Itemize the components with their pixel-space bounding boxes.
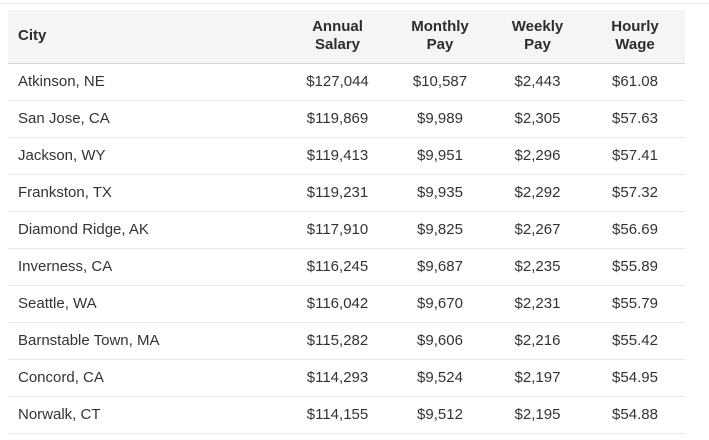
header-row: City Annual Salary Monthly Pay Weekly Pa… <box>8 10 685 64</box>
city-cell: Seattle, WA <box>8 285 285 323</box>
monthly-pay-cell: $9,512 <box>390 396 490 434</box>
hourly-wage-cell: $54.88 <box>585 396 685 434</box>
table-row: Jackson, WY $119,413 $9,951 $2,296 $57.4… <box>8 137 685 175</box>
weekly-pay-cell: $2,443 <box>490 63 585 101</box>
table-row: Seattle, WA $116,042 $9,670 $2,231 $55.7… <box>8 285 685 323</box>
column-header-hourly-wage-label: Hourly Wage <box>611 17 659 54</box>
annual-salary-cell: $119,869 <box>285 100 390 138</box>
monthly-pay-cell: $9,687 <box>390 248 490 286</box>
hourly-wage-cell: $54.95 <box>585 359 685 397</box>
weekly-pay-cell: $2,197 <box>490 359 585 397</box>
city-cell: Jackson, WY <box>8 137 285 175</box>
column-header-monthly-pay-label: Monthly Pay <box>411 17 469 54</box>
table-row: Concord, CA $114,293 $9,524 $2,197 $54.9… <box>8 359 685 397</box>
annual-salary-cell: $119,413 <box>285 137 390 175</box>
table-row: Diamond Ridge, AK $117,910 $9,825 $2,267… <box>8 211 685 249</box>
hourly-wage-cell: $57.32 <box>585 174 685 212</box>
city-cell: Atkinson, NE <box>8 63 285 101</box>
weekly-pay-cell: $2,231 <box>490 285 585 323</box>
table-header: City Annual Salary Monthly Pay Weekly Pa… <box>8 10 685 64</box>
hourly-wage-cell: $57.63 <box>585 100 685 138</box>
column-header-weekly-pay: Weekly Pay <box>490 10 585 64</box>
monthly-pay-cell: $9,935 <box>390 174 490 212</box>
city-salary-table: City Annual Salary Monthly Pay Weekly Pa… <box>8 10 685 434</box>
table-row: Norwalk, CT $114,155 $9,512 $2,195 $54.8… <box>8 396 685 434</box>
monthly-pay-cell: $10,587 <box>390 63 490 101</box>
city-cell: Norwalk, CT <box>8 396 285 434</box>
annual-salary-cell: $119,231 <box>285 174 390 212</box>
page-top-divider <box>0 3 709 4</box>
monthly-pay-cell: $9,989 <box>390 100 490 138</box>
salary-table-container: City Annual Salary Monthly Pay Weekly Pa… <box>8 10 685 434</box>
hourly-wage-cell: $61.08 <box>585 63 685 101</box>
hourly-wage-cell: $57.41 <box>585 137 685 175</box>
column-header-annual-salary-label: Annual Salary <box>312 17 363 54</box>
monthly-pay-cell: $9,670 <box>390 285 490 323</box>
city-cell: Inverness, CA <box>8 248 285 286</box>
weekly-pay-cell: $2,195 <box>490 396 585 434</box>
column-header-monthly-pay: Monthly Pay <box>390 10 490 64</box>
hourly-wage-cell: $56.69 <box>585 211 685 249</box>
table-body: Atkinson, NE $127,044 $10,587 $2,443 $61… <box>8 63 685 434</box>
table-row: Frankston, TX $119,231 $9,935 $2,292 $57… <box>8 174 685 212</box>
annual-salary-cell: $114,155 <box>285 396 390 434</box>
weekly-pay-cell: $2,305 <box>490 100 585 138</box>
city-cell: Concord, CA <box>8 359 285 397</box>
table-row: San Jose, CA $119,869 $9,989 $2,305 $57.… <box>8 100 685 138</box>
hourly-wage-cell: $55.42 <box>585 322 685 360</box>
weekly-pay-cell: $2,235 <box>490 248 585 286</box>
weekly-pay-cell: $2,216 <box>490 322 585 360</box>
city-cell: San Jose, CA <box>8 100 285 138</box>
table-row: Inverness, CA $116,245 $9,687 $2,235 $55… <box>8 248 685 286</box>
column-header-annual-salary: Annual Salary <box>285 10 390 64</box>
weekly-pay-cell: $2,296 <box>490 137 585 175</box>
city-cell: Barnstable Town, MA <box>8 322 285 360</box>
table-row: Barnstable Town, MA $115,282 $9,606 $2,2… <box>8 322 685 360</box>
hourly-wage-cell: $55.89 <box>585 248 685 286</box>
weekly-pay-cell: $2,292 <box>490 174 585 212</box>
table-row: Atkinson, NE $127,044 $10,587 $2,443 $61… <box>8 63 685 101</box>
annual-salary-cell: $117,910 <box>285 211 390 249</box>
column-header-hourly-wage: Hourly Wage <box>585 10 685 64</box>
monthly-pay-cell: $9,524 <box>390 359 490 397</box>
weekly-pay-cell: $2,267 <box>490 211 585 249</box>
annual-salary-cell: $114,293 <box>285 359 390 397</box>
column-header-city: City <box>8 10 285 64</box>
monthly-pay-cell: $9,606 <box>390 322 490 360</box>
monthly-pay-cell: $9,951 <box>390 137 490 175</box>
annual-salary-cell: $116,042 <box>285 285 390 323</box>
monthly-pay-cell: $9,825 <box>390 211 490 249</box>
city-cell: Frankston, TX <box>8 174 285 212</box>
annual-salary-cell: $115,282 <box>285 322 390 360</box>
hourly-wage-cell: $55.79 <box>585 285 685 323</box>
city-cell: Diamond Ridge, AK <box>8 211 285 249</box>
column-header-weekly-pay-label: Weekly Pay <box>511 17 564 54</box>
annual-salary-cell: $127,044 <box>285 63 390 101</box>
annual-salary-cell: $116,245 <box>285 248 390 286</box>
